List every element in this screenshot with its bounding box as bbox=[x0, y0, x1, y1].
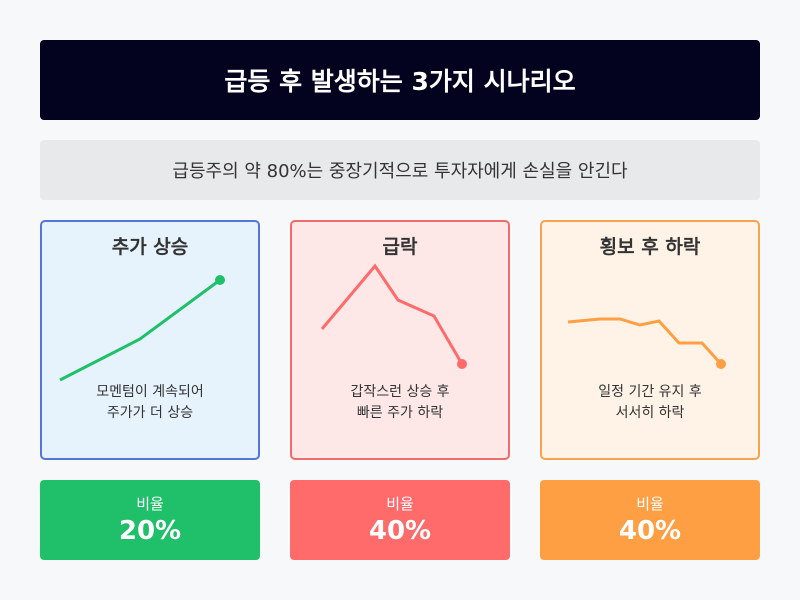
scenario-title: 추가 상승 bbox=[111, 236, 189, 258]
page-title: 급등 후 발생하는 3가지 시나리오 bbox=[40, 40, 760, 120]
ratio-label: 비율 bbox=[136, 495, 164, 513]
ratio-box-rise: 비율 20% bbox=[40, 480, 260, 560]
ratio-box-crash: 비율 40% bbox=[290, 480, 510, 560]
desc-line: 서서히 하락 bbox=[615, 405, 685, 421]
ratio-value: 40% bbox=[368, 516, 432, 546]
ratio-value: 20% bbox=[118, 516, 182, 546]
ratio-box-sideways-decline: 비율 40% bbox=[540, 480, 760, 560]
desc-line: 일정 기간 유지 후 bbox=[598, 384, 702, 400]
scenario-title: 횡보 후 하락 bbox=[599, 236, 701, 258]
desc-line: 모멘텀이 계속되어 bbox=[96, 384, 204, 400]
scenario-title: 급락 bbox=[382, 236, 418, 258]
desc-line: 갑작스런 상승 후 bbox=[350, 384, 450, 400]
ratio-label: 비율 bbox=[386, 495, 414, 513]
desc-line: 빠른 주가 하락 bbox=[356, 405, 444, 421]
subtitle-banner: 급등주의 약 80%는 중장기적으로 투자자에게 손실을 안긴다 bbox=[40, 140, 760, 200]
desc-line: 주가가 더 상승 bbox=[106, 405, 194, 421]
ratio-label: 비율 bbox=[636, 495, 664, 513]
ratio-value: 40% bbox=[618, 516, 682, 546]
